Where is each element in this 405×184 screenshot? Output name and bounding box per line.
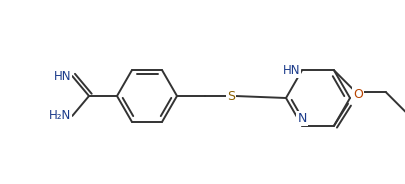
Text: O: O xyxy=(353,88,363,101)
Text: HN: HN xyxy=(54,70,71,83)
Text: HN: HN xyxy=(283,64,300,77)
Text: H₂N: H₂N xyxy=(49,109,71,122)
Text: N: N xyxy=(297,112,307,125)
Text: S: S xyxy=(227,89,235,102)
